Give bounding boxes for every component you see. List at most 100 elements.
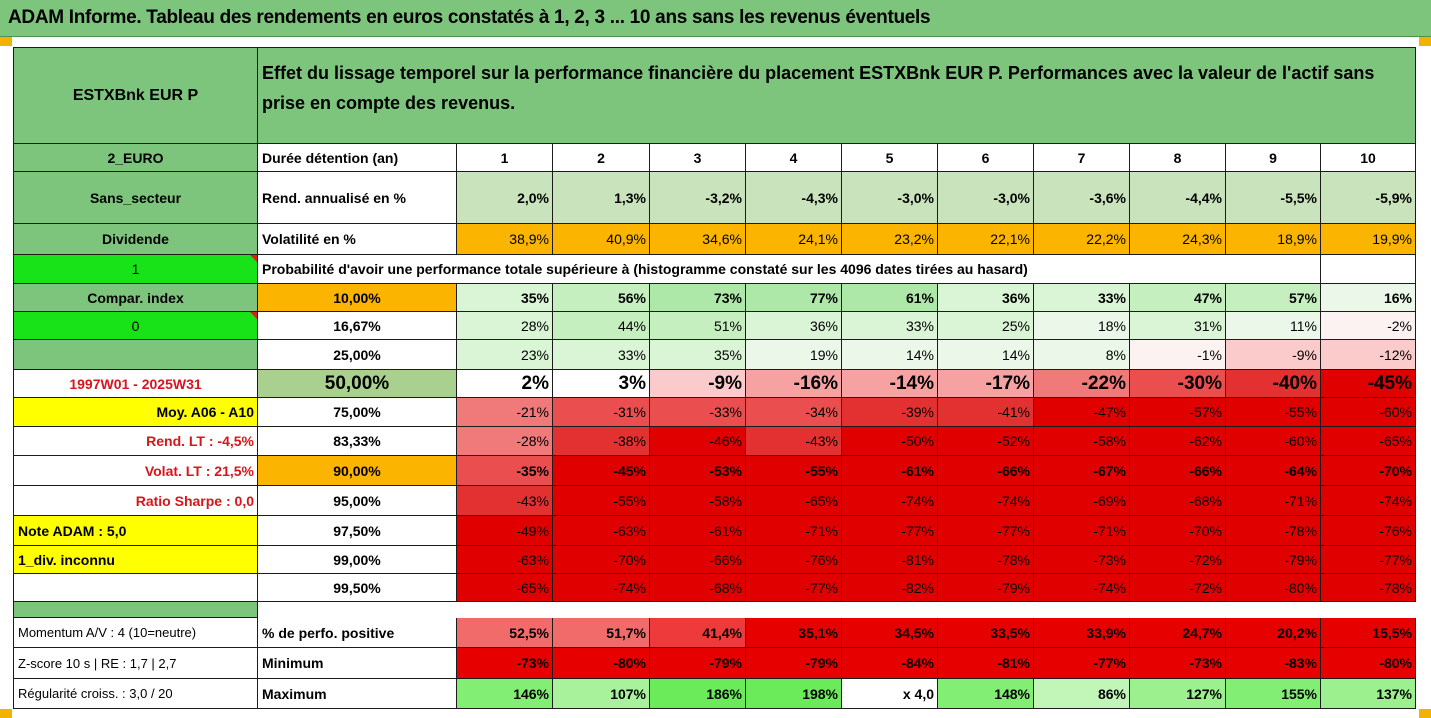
volatility-value: 40,9% [553, 224, 650, 255]
quantile-value: -74% [1034, 574, 1130, 602]
sharpe-ratio-label: Ratio Sharpe : 0,0 [14, 486, 258, 516]
year-header: 9 [1226, 144, 1321, 172]
quantile-value: -70% [553, 546, 650, 574]
quantile-value: -68% [1130, 486, 1226, 516]
quantile-value: -72% [1130, 546, 1226, 574]
quantile-value: -61% [842, 456, 938, 486]
separator-cell [258, 602, 1416, 618]
compar-index-label: Compar. index [14, 284, 258, 312]
quantile-value: -9% [1226, 340, 1321, 370]
dividend-label: Dividende [14, 224, 258, 255]
volatility-value: 24,3% [1130, 224, 1226, 255]
year-header: 10 [1321, 144, 1416, 172]
adam-score-label: Note ADAM : 5,0 [14, 516, 258, 546]
minimum-value: -73% [1130, 648, 1226, 679]
corner-marker-icon [0, 709, 12, 718]
long-term-return-label: Rend. LT : -4,5% [14, 427, 258, 456]
positive-share-value: 35,1% [746, 618, 842, 648]
volatility-value: 22,2% [1034, 224, 1130, 255]
quantile-value: -77% [938, 516, 1034, 546]
year-header: 4 [746, 144, 842, 172]
annual-return-value: -3,6% [1034, 172, 1130, 224]
quantile-value: -76% [746, 546, 842, 574]
year-header: 1 [457, 144, 553, 172]
quantile-value: -58% [650, 486, 746, 516]
regularite-label: Régularité croiss. : 3,0 / 20 [14, 679, 258, 709]
quantile-label: 99,50% [258, 574, 457, 602]
quantile-value: 36% [938, 284, 1034, 312]
maximum-label: Maximum [258, 679, 457, 709]
quantile-value: -21% [457, 398, 553, 427]
report-title: ADAM Informe. Tableau des rendements en … [8, 7, 931, 28]
positive-share-value: 24,7% [1130, 618, 1226, 648]
quantile-label: 90,00% [258, 456, 457, 486]
quantile-value: -49% [457, 516, 553, 546]
quantile-value: -47% [1034, 398, 1130, 427]
quantile-value: 23% [457, 340, 553, 370]
quantile-value: -53% [650, 456, 746, 486]
minimum-value: -84% [842, 648, 938, 679]
quantile-value: -41% [938, 398, 1034, 427]
quantile-label: 83,33% [258, 427, 457, 456]
volatility-value: 22,1% [938, 224, 1034, 255]
quantile-value: -67% [1034, 456, 1130, 486]
quantile-value: -55% [746, 456, 842, 486]
quantile-value: -74% [938, 486, 1034, 516]
year-header: 6 [938, 144, 1034, 172]
quantile-value: 36% [746, 312, 842, 340]
volatility-value: 18,9% [1226, 224, 1321, 255]
quantile-value: -45% [1321, 370, 1416, 398]
zscore-label: Z-score 10 s | RE : 1,7 | 2,7 [14, 648, 258, 679]
quantile-value: -82% [842, 574, 938, 602]
maximum-value: x 4,0 [842, 679, 938, 709]
annual-return-value: 1,3% [553, 172, 650, 224]
quantile-value: -45% [553, 456, 650, 486]
corner-marker-icon [1419, 37, 1431, 46]
quantile-value: -50% [842, 427, 938, 456]
quantile-value: -38% [553, 427, 650, 456]
fund-name-cell: ESTXBnk EUR P [14, 48, 258, 144]
maximum-value: 155% [1226, 679, 1321, 709]
quantile-value: -65% [1321, 427, 1416, 456]
year-header: 5 [842, 144, 938, 172]
quantile-value: -71% [1034, 516, 1130, 546]
quantile-value: -14% [842, 370, 938, 398]
annual-return-value: -3,2% [650, 172, 746, 224]
quantile-value: -57% [1130, 398, 1226, 427]
quantile-value: -9% [650, 370, 746, 398]
positive-share-value: 34,5% [842, 618, 938, 648]
holding-period-label: Durée détention (an) [258, 144, 457, 172]
separator-cell [14, 602, 258, 618]
quantile-value: -73% [1034, 546, 1130, 574]
maximum-value: 127% [1130, 679, 1226, 709]
quantile-value: -77% [746, 574, 842, 602]
quantile-value: 25% [938, 312, 1034, 340]
quantile-label: 25,00% [258, 340, 457, 370]
annual-return-value: -3,0% [842, 172, 938, 224]
currency-label: 2_EURO [14, 144, 258, 172]
quantile-value: 31% [1130, 312, 1226, 340]
empty-cell [14, 340, 258, 370]
quantile-value: -30% [1130, 370, 1226, 398]
quantile-value: -76% [1321, 516, 1416, 546]
quantile-value: 47% [1130, 284, 1226, 312]
quantile-value: -74% [1321, 486, 1416, 516]
positive-share-value: 52,5% [457, 618, 553, 648]
quantile-value: -63% [553, 516, 650, 546]
positive-share-value: 51,7% [553, 618, 650, 648]
minimum-value: -79% [650, 648, 746, 679]
quantile-value: -72% [1130, 574, 1226, 602]
positive-share-value: 20,2% [1226, 618, 1321, 648]
quantile-value: 61% [842, 284, 938, 312]
quantile-value: 33% [842, 312, 938, 340]
flag-0-cell: 0 [14, 312, 258, 340]
year-header: 7 [1034, 144, 1130, 172]
quantile-value: 19% [746, 340, 842, 370]
minimum-value: -83% [1226, 648, 1321, 679]
description-cell: Effet du lissage temporel sur la perform… [258, 48, 1416, 144]
quantile-label: 97,50% [258, 516, 457, 546]
quantile-value: -43% [746, 427, 842, 456]
quantile-value: -79% [938, 574, 1034, 602]
quantile-value: -12% [1321, 340, 1416, 370]
quantile-value: 14% [938, 340, 1034, 370]
